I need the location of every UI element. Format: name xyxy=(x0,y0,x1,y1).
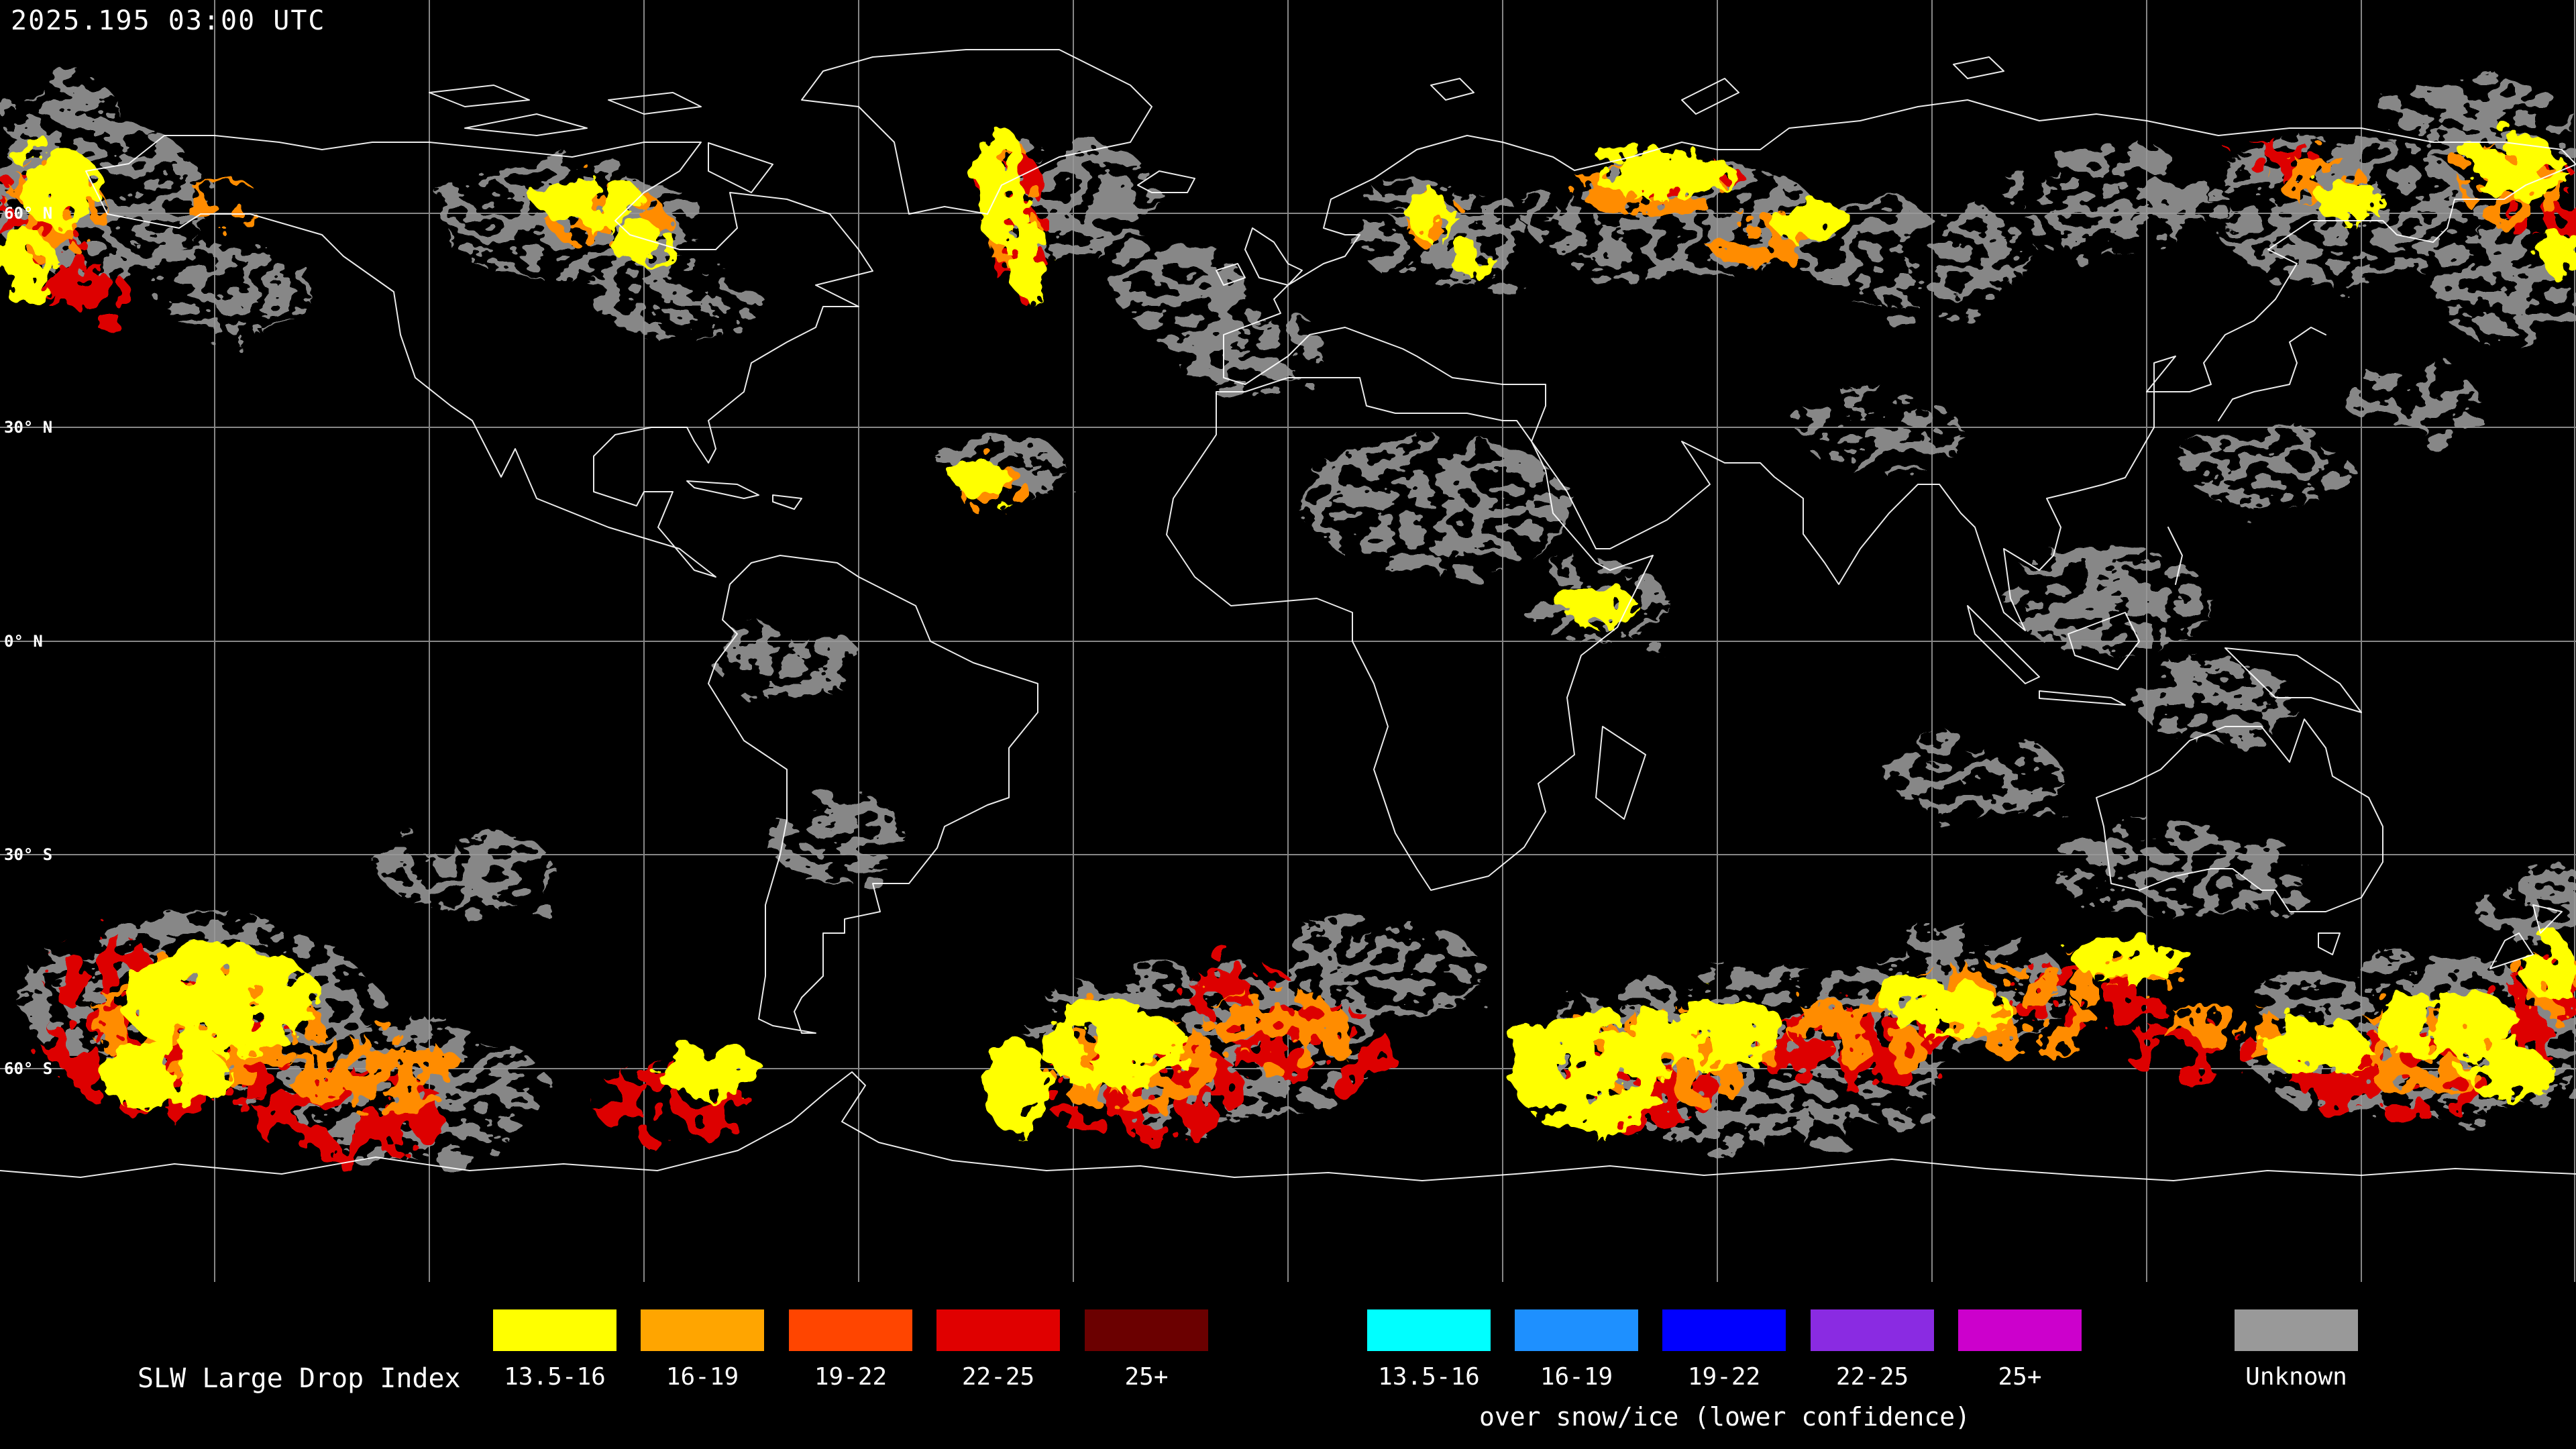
legend-label-unknown: Unknown xyxy=(2245,1363,2347,1391)
legend-swatch-snowice-4 xyxy=(1811,1309,1934,1351)
coast-new-zealand xyxy=(2489,904,2563,969)
legend-swatch-snowice-5 xyxy=(1958,1309,2082,1351)
legend-swatch-standard-3 xyxy=(789,1309,912,1351)
timestamp: 2025.195 03:00 UTC xyxy=(11,5,326,36)
legend: SLW Large Drop Index 13.5-16 16-19 19-22… xyxy=(0,1288,2576,1449)
world-map xyxy=(0,0,2576,1282)
legend-label-standard-1: 13.5-16 xyxy=(504,1363,606,1391)
coast-japan xyxy=(2218,327,2326,421)
coast-iceland xyxy=(1137,170,1195,193)
legend-label-standard-3: 19-22 xyxy=(814,1363,888,1391)
coast-uk-ireland xyxy=(1216,227,1303,286)
coast-antarctica xyxy=(0,1071,2576,1181)
legend-swatch-standard-1 xyxy=(493,1309,616,1351)
legend-label-snowice-1: 13.5-16 xyxy=(1378,1363,1480,1391)
legend-label-snowice-5: 25+ xyxy=(1998,1363,2042,1391)
coast-caribbean xyxy=(686,480,802,510)
coast-indonesia xyxy=(1967,527,2362,713)
coast-greenland xyxy=(801,49,1152,215)
legend-label-standard-5: 25+ xyxy=(1124,1363,1169,1391)
legend-swatch-standard-4 xyxy=(936,1309,1060,1351)
legend-label-snowice-2: 16-19 xyxy=(1540,1363,1613,1391)
lat-label-60n: 60° N xyxy=(4,204,53,223)
coast-south-america xyxy=(708,555,1038,1034)
legend-swatch-snowice-3 xyxy=(1662,1309,1786,1351)
legend-label-standard-4: 22-25 xyxy=(961,1363,1035,1391)
legend-swatch-standard-2 xyxy=(641,1309,764,1351)
lat-label-30s: 30° S xyxy=(4,845,53,864)
legend-label-snowice-3: 19-22 xyxy=(1687,1363,1761,1391)
legend-label-snowice-4: 22-25 xyxy=(1835,1363,1909,1391)
coast-arctic-islands xyxy=(429,85,773,193)
legend-swatch-standard-5 xyxy=(1085,1309,1208,1351)
coast-north-america xyxy=(85,135,873,578)
coastlines xyxy=(0,49,2576,1181)
coast-svalbard xyxy=(1430,56,2004,115)
coast-australia xyxy=(2096,718,2383,955)
coast-madagascar xyxy=(1595,726,1646,820)
legend-swatch-unknown xyxy=(2235,1309,2358,1351)
legend-title: SLW Large Drop Index xyxy=(138,1363,461,1394)
legend-snowice-caption: over snow/ice (lower confidence) xyxy=(1479,1402,1971,1432)
lat-label-30n: 30° N xyxy=(4,418,53,437)
data-layer-yellow xyxy=(0,127,2576,1134)
legend-swatch-snowice-1 xyxy=(1367,1309,1491,1351)
lat-label-0n: 0° N xyxy=(4,632,43,651)
coast-eurasia xyxy=(1223,99,2576,631)
coast-africa xyxy=(1166,377,1654,891)
legend-label-standard-2: 16-19 xyxy=(665,1363,739,1391)
legend-swatch-snowice-2 xyxy=(1515,1309,1638,1351)
lat-label-60s: 60° S xyxy=(4,1059,53,1078)
